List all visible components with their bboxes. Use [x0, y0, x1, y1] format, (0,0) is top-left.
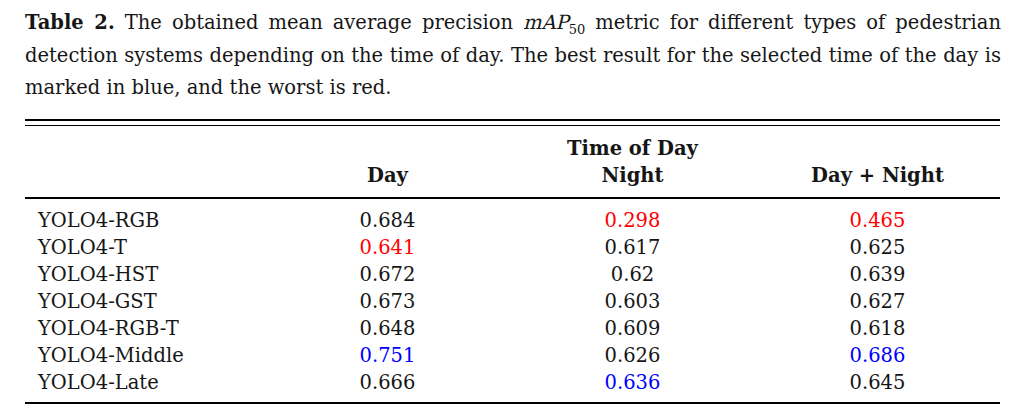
cell-value: 0.751	[265, 342, 510, 369]
table-row: YOLO4-HST 0.672 0.62 0.639	[25, 261, 1000, 288]
caption-math-map: mAP	[523, 11, 569, 34]
cell-value: 0.673	[265, 288, 510, 315]
caption-math-subscript: 50	[569, 22, 586, 37]
column-header-night: Night	[510, 161, 755, 198]
cell-value: 0.686	[755, 342, 1000, 369]
row-label: YOLO4-GST	[25, 288, 265, 315]
cell-value: 0.617	[510, 234, 755, 261]
cell-value: 0.645	[755, 369, 1000, 402]
table-caption: Table 2. The obtained mean average preci…	[25, 7, 1001, 105]
cell-value: 0.636	[510, 369, 755, 402]
table-row: YOLO4-RGB 0.684 0.298 0.465	[25, 198, 1000, 234]
cell-value: 0.625	[755, 234, 1000, 261]
results-table: Time of Day Day Night Day + Night YOLO4-…	[25, 119, 1000, 404]
table-row: YOLO4-RGB-T 0.648 0.609 0.618	[25, 315, 1000, 342]
table-row: YOLO4-T 0.641 0.617 0.625	[25, 234, 1000, 261]
table-top-rule	[25, 119, 1000, 126]
cell-value: 0.298	[510, 198, 755, 234]
cell-value: 0.672	[265, 261, 510, 288]
cell-value: 0.666	[265, 369, 510, 402]
table-row: YOLO4-GST 0.673 0.603 0.627	[25, 288, 1000, 315]
row-label: YOLO4-RGB-T	[25, 315, 265, 342]
cell-value: 0.609	[510, 315, 755, 342]
row-label: YOLO4-HST	[25, 261, 265, 288]
row-label: YOLO4-T	[25, 234, 265, 261]
header-spacer	[25, 126, 265, 161]
table-header: Time of Day Day Night Day + Night	[25, 126, 1000, 198]
row-label: YOLO4-Late	[25, 369, 265, 402]
cell-value: 0.62	[510, 261, 755, 288]
cell-value: 0.618	[755, 315, 1000, 342]
paper-page: Table 2. The obtained mean average preci…	[0, 0, 1024, 404]
table-row: YOLO4-Middle 0.751 0.626 0.686	[25, 342, 1000, 369]
row-label: YOLO4-Middle	[25, 342, 265, 369]
cell-value: 0.603	[510, 288, 755, 315]
column-header-day-night: Day + Night	[755, 161, 1000, 198]
column-header-day: Day	[265, 161, 510, 198]
cell-value: 0.641	[265, 234, 510, 261]
cell-value: 0.627	[755, 288, 1000, 315]
header-spacer	[25, 161, 265, 198]
cell-value: 0.639	[755, 261, 1000, 288]
cell-value: 0.648	[265, 315, 510, 342]
table-row: YOLO4-Late 0.666 0.636 0.645	[25, 369, 1000, 402]
group-header-time-of-day: Time of Day	[265, 126, 1000, 161]
cell-value: 0.465	[755, 198, 1000, 234]
table-caption-label: Table 2.	[25, 11, 115, 34]
cell-value: 0.684	[265, 198, 510, 234]
map50-table: Time of Day Day Night Day + Night YOLO4-…	[25, 126, 1000, 402]
caption-text-1: The obtained mean average precision	[115, 11, 523, 34]
cell-value: 0.626	[510, 342, 755, 369]
row-label: YOLO4-RGB	[25, 198, 265, 234]
